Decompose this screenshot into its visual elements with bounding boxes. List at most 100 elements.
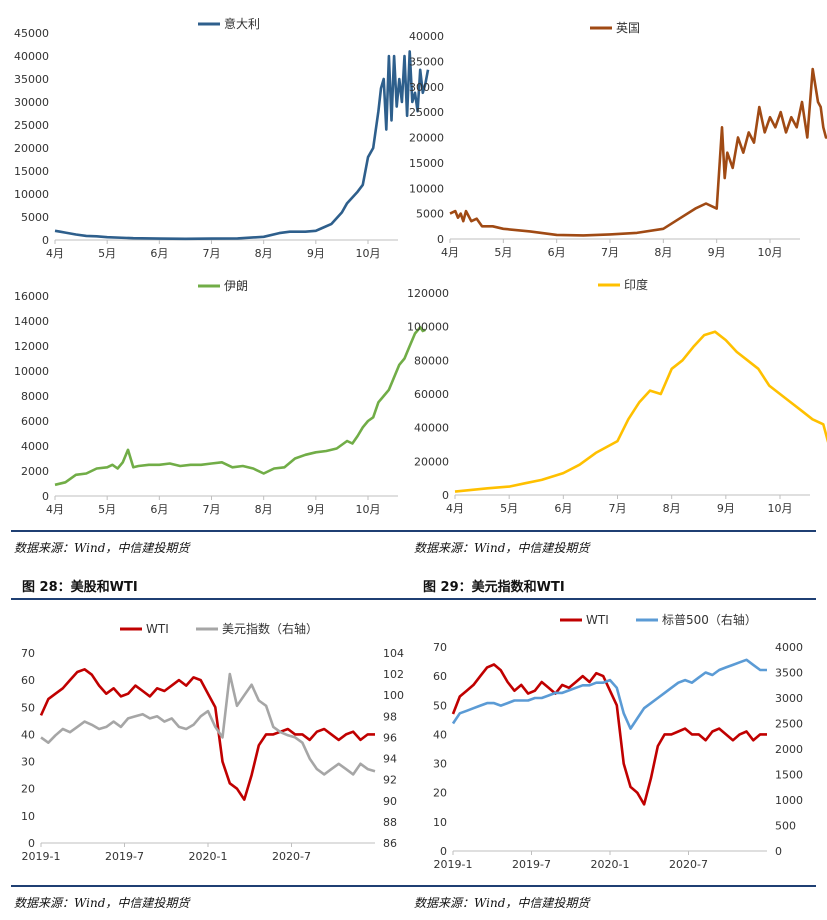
chart-wti-spx: 0 10 20 30 40 50 60 70 2019-1 2019-7 2020-1 2020-7 0…: [433, 612, 803, 871]
divider-captions: [11, 598, 816, 600]
x-tick-label: 9月: [307, 503, 325, 516]
legend-label: 印度: [624, 277, 648, 292]
y-tick-label: 60000: [414, 388, 449, 401]
y2-tick-label: 1000: [775, 794, 803, 807]
y2-tick-label: 104: [383, 647, 404, 660]
y-tick-label: 2000: [21, 465, 49, 478]
y-tick-label: 10: [433, 816, 447, 829]
x-tick-label: 8月: [663, 502, 681, 515]
series-line: [449, 67, 827, 237]
x-tick-label: 6月: [150, 247, 168, 260]
legend-label: 伊朗: [224, 279, 248, 293]
y-tick-label: 120000: [407, 287, 449, 300]
y-tick-label: 0: [42, 234, 49, 247]
y-tick-label: 40: [21, 728, 35, 741]
y-tick-label: 60: [433, 670, 447, 683]
x-tick-label: 9月: [717, 502, 735, 515]
y2-tick-label: 1500: [775, 769, 803, 782]
y-tick-label: 40000: [14, 50, 49, 63]
y-tick-label: 0: [440, 845, 447, 858]
y-tick-label: 40: [433, 728, 447, 741]
x-tick-label: 5月: [98, 247, 116, 260]
chart-uk: 0 5000 10000 15000 20000 25000 30000 35000 40000…: [409, 21, 827, 259]
y-tick-label: 16000: [14, 290, 49, 303]
x-tick-label: 10月: [768, 502, 793, 515]
x-tick-label: 4月: [441, 246, 459, 259]
legend-label: 意大利: [224, 16, 260, 31]
source-note-right: 数据来源：Wind，中信建投期货: [414, 541, 590, 555]
y2-tick-label: 2000: [775, 743, 803, 756]
legend-label: 标普500（右轴）: [662, 612, 757, 627]
series-line: [40, 672, 376, 776]
y2-tick-label: 98: [383, 710, 397, 723]
series-line: [454, 330, 827, 493]
y-tick-label: 30: [433, 758, 447, 771]
x-tick-label: 4月: [446, 502, 464, 515]
y-tick-label: 30000: [14, 96, 49, 109]
legend-label: WTI: [586, 613, 609, 627]
x-tick-label: 7月: [601, 246, 619, 259]
x-tick-label: 6月: [548, 246, 566, 259]
y-tick-label: 40000: [409, 30, 444, 43]
y2-tick-label: 88: [383, 816, 397, 829]
y-tick-label: 35000: [14, 73, 49, 86]
x-tick-label: 8月: [255, 247, 273, 260]
x-tick-label: 7月: [609, 502, 627, 515]
y-tick-label: 40000: [414, 422, 449, 435]
bottom-note-right: 数据来源：Wind，中信建投期货: [414, 896, 590, 910]
x-tick-label: 9月: [307, 247, 325, 260]
divider-bottom: [11, 885, 816, 887]
y2-tick-label: 94: [383, 753, 397, 766]
y-tick-label: 50: [21, 701, 35, 714]
y-tick-label: 15000: [409, 157, 444, 170]
y-tick-label: 30: [21, 756, 35, 769]
x-tick-label: 6月: [554, 502, 572, 515]
y2-tick-label: 90: [383, 795, 397, 808]
series-line: [54, 50, 430, 241]
chart-india: 0 20000 40000 60000 80000 100000 120000 4月 5月 6月 7…: [407, 277, 827, 515]
y-tick-label: 12000: [14, 340, 49, 353]
x-tick-label: 10月: [356, 503, 381, 516]
x-tick-label: 7月: [203, 503, 221, 516]
y-tick-label: 100000: [407, 321, 449, 334]
x-tick-label: 10月: [356, 247, 381, 260]
x-tick-label: 2019-7: [105, 850, 144, 863]
y-tick-label: 20: [21, 783, 35, 796]
series-line: [451, 663, 767, 806]
y-tick-label: 0: [442, 489, 449, 502]
x-tick-label: 2019-1: [22, 850, 61, 863]
y-tick-label: 30000: [409, 81, 444, 94]
legend-label: 英国: [616, 21, 640, 35]
y-tick-label: 20: [433, 787, 447, 800]
x-tick-label: 2019-1: [434, 858, 473, 871]
y-tick-label: 8000: [21, 390, 49, 403]
y-tick-label: 35000: [409, 55, 444, 68]
y-tick-label: 0: [437, 233, 444, 246]
x-tick-label: 2019-7: [512, 858, 551, 871]
y2-tick-label: 500: [775, 820, 796, 833]
y-tick-label: 70: [433, 641, 447, 654]
series-line: [451, 658, 767, 730]
x-tick-label: 9月: [708, 246, 726, 259]
x-tick-label: 4月: [46, 247, 64, 260]
y2-tick-label: 4000: [775, 641, 803, 654]
y-tick-label: 45000: [14, 27, 49, 40]
y-tick-label: 5000: [21, 211, 49, 224]
x-tick-label: 8月: [654, 246, 672, 259]
x-tick-label: 2020-1: [189, 850, 228, 863]
y-tick-label: 14000: [14, 315, 49, 328]
y2-tick-label: 3000: [775, 692, 803, 705]
divider-top: [11, 530, 816, 532]
y-tick-label: 20000: [414, 455, 449, 468]
x-tick-label: 2020-7: [272, 850, 311, 863]
x-tick-label: 4月: [46, 503, 64, 516]
x-tick-label: 6月: [150, 503, 168, 516]
y2-tick-label: 100: [383, 689, 404, 702]
y-tick-label: 10000: [14, 188, 49, 201]
y2-tick-label: 86: [383, 837, 397, 850]
series-line: [54, 325, 426, 487]
chart-wti-dxy: 0 10 20 30 40 50 60 70 2019-1 2019-7 2020-1 2020-7 8…: [21, 621, 404, 863]
y-tick-label: 60: [21, 674, 35, 687]
y2-tick-label: 102: [383, 668, 404, 681]
